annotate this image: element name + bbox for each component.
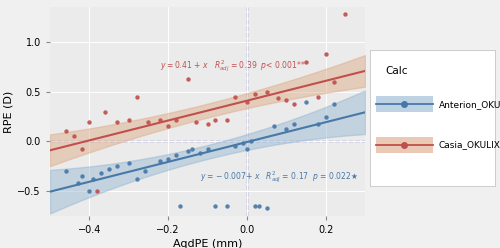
- Point: [196, 151, 203, 155]
- Text: $y = -0.007$+ $x$   $R^2_{adj}$ = 0.17  $p$ = 0.022$\bigstar$: $y = -0.007$+ $x$ $R^2_{adj}$ = 0.17 $p$…: [200, 169, 358, 185]
- Text: Anterion_OKULIX: Anterion_OKULIX: [439, 100, 500, 109]
- Text: $y = 0.41$ + $x$   $R^2_{adj}$ = 0.39  $p$< 0.001**: $y = 0.41$ + $x$ $R^2_{adj}$ = 0.39 $p$<…: [160, 59, 306, 74]
- Point: [90, 177, 98, 181]
- Point: [212, 118, 220, 122]
- Point: [62, 169, 70, 173]
- Point: [314, 95, 322, 99]
- Point: [282, 127, 290, 131]
- Point: [282, 98, 290, 102]
- Point: [156, 159, 164, 163]
- Text: Calc: Calc: [385, 66, 407, 76]
- Point: [172, 118, 180, 122]
- Point: [78, 174, 86, 178]
- Point: [223, 204, 231, 208]
- Point: [290, 102, 298, 106]
- Point: [270, 124, 278, 128]
- Point: [97, 171, 105, 175]
- Point: [204, 122, 212, 125]
- Point: [231, 95, 239, 99]
- Text: Casia_OKULIX: Casia_OKULIX: [439, 141, 500, 150]
- Point: [164, 124, 172, 128]
- Point: [251, 204, 259, 208]
- Point: [243, 147, 251, 151]
- Point: [156, 118, 164, 122]
- Point: [113, 164, 121, 168]
- Point: [342, 12, 349, 16]
- Point: [302, 100, 310, 104]
- Point: [132, 177, 140, 181]
- Point: [322, 52, 330, 56]
- Point: [140, 169, 148, 173]
- Point: [223, 118, 231, 122]
- Point: [231, 144, 239, 148]
- Point: [132, 95, 140, 99]
- Point: [144, 120, 152, 124]
- Point: [274, 96, 282, 100]
- Point: [188, 147, 196, 151]
- Point: [164, 157, 172, 161]
- Point: [86, 120, 94, 124]
- Point: [212, 204, 220, 208]
- Point: [105, 167, 113, 171]
- Point: [86, 189, 94, 193]
- Point: [290, 122, 298, 125]
- Point: [192, 120, 200, 124]
- FancyBboxPatch shape: [376, 137, 432, 153]
- Point: [322, 115, 330, 119]
- X-axis label: AqdPE (mm): AqdPE (mm): [173, 239, 242, 248]
- Point: [184, 149, 192, 153]
- Point: [125, 161, 133, 165]
- Point: [62, 129, 70, 133]
- Point: [330, 80, 338, 84]
- Point: [247, 139, 255, 143]
- Point: [330, 102, 338, 106]
- Point: [74, 181, 82, 185]
- Point: [254, 204, 262, 208]
- Point: [204, 147, 212, 151]
- Point: [251, 92, 259, 96]
- Point: [184, 77, 192, 81]
- Point: [302, 60, 310, 64]
- Point: [262, 206, 270, 210]
- Point: [125, 118, 133, 122]
- Point: [172, 153, 180, 157]
- Point: [243, 100, 251, 104]
- Point: [239, 141, 247, 145]
- Point: [176, 204, 184, 208]
- Point: [113, 120, 121, 124]
- Point: [78, 147, 86, 151]
- Point: [70, 134, 78, 138]
- Point: [101, 110, 109, 114]
- Point: [314, 122, 322, 125]
- FancyBboxPatch shape: [376, 96, 432, 112]
- Point: [93, 189, 101, 193]
- Point: [262, 90, 270, 94]
- Y-axis label: RPE (D): RPE (D): [4, 91, 14, 133]
